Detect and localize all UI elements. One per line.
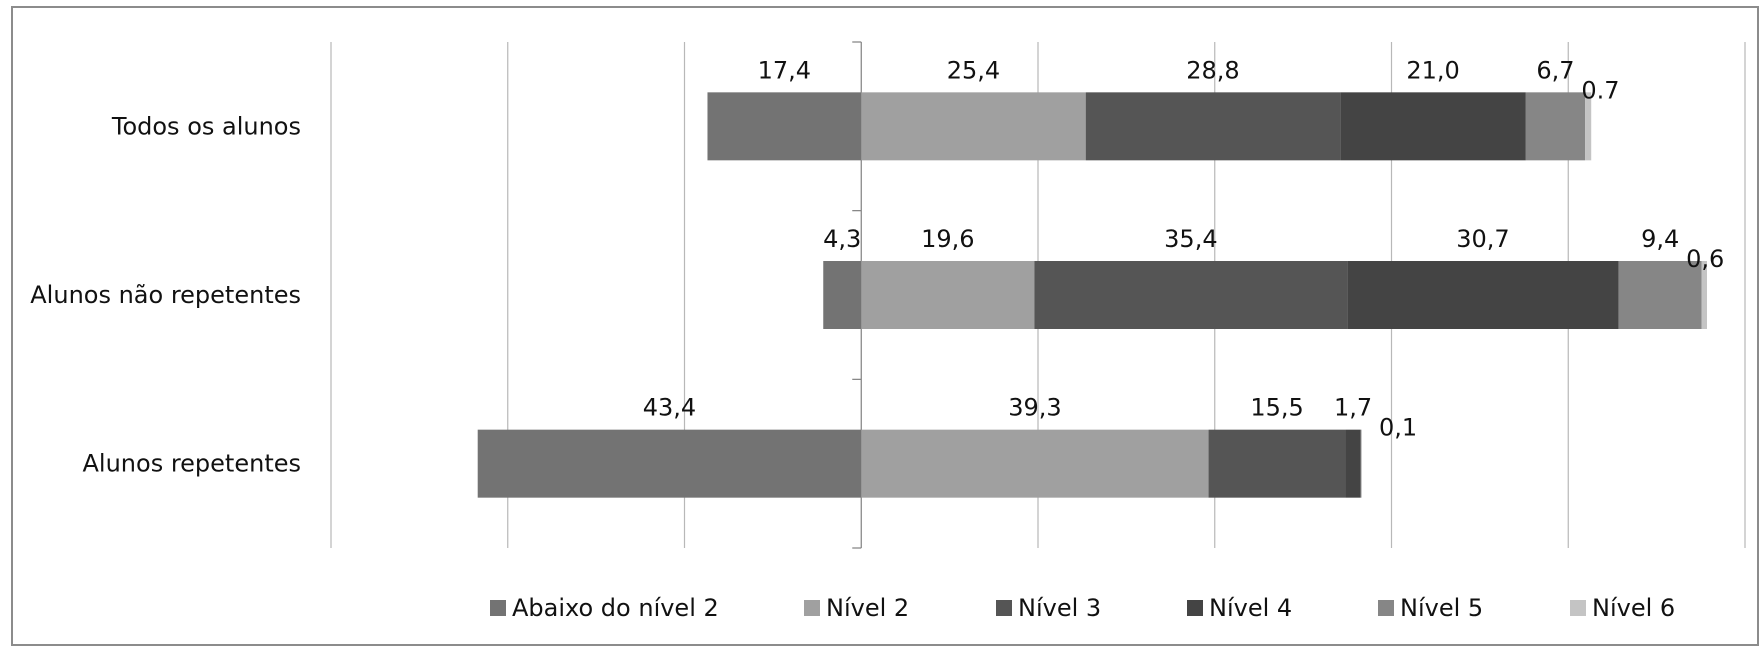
bar-segment-nivel-4 — [1340, 92, 1526, 161]
data-label: 17,4 — [758, 56, 811, 84]
bar-segment-nivel-6 — [1701, 261, 1707, 329]
bar-segment-nivel-5 — [1618, 261, 1702, 329]
data-label: 6,7 — [1536, 56, 1574, 84]
data-label: 0.7 — [1581, 76, 1619, 104]
data-label: 9,4 — [1641, 225, 1679, 253]
legend-swatch — [1378, 600, 1394, 616]
data-label: 43,4 — [643, 394, 696, 422]
legend-label: Nível 6 — [1592, 594, 1675, 622]
bar-segment-nivel-4 — [1345, 429, 1361, 498]
bar-segment-nivel-5 — [1360, 429, 1362, 498]
legend-swatch — [996, 600, 1012, 616]
data-label: 0,1 — [1379, 414, 1417, 442]
legend-label: Nível 4 — [1209, 594, 1292, 622]
legend-label: Nível 5 — [1400, 594, 1483, 622]
data-label: 35,4 — [1164, 225, 1217, 253]
bar-segment-abaixo-nivel-2 — [477, 429, 862, 498]
legend: Abaixo do nível 2 Nível 2 Nível 3 Nível 4 Ní… — [490, 594, 1675, 622]
bar-segment-nivel-2 — [861, 92, 1086, 161]
legend-label: Nível 3 — [1018, 594, 1101, 622]
legend-label: Nível 2 — [826, 594, 909, 622]
bars — [477, 92, 1707, 498]
data-label: 4,3 — [823, 225, 861, 253]
legend-swatch — [1187, 600, 1203, 616]
bar-segment-nivel-4 — [1347, 261, 1619, 329]
legend-swatch — [804, 600, 820, 616]
bar-segment-nivel-2 — [861, 429, 1209, 498]
data-label: 15,5 — [1250, 394, 1303, 422]
data-label: 19,6 — [921, 225, 974, 253]
legend-label: Abaixo do nível 2 — [512, 594, 719, 622]
category-label: Alunos não repetentes — [30, 281, 301, 309]
bar-segment-nivel-3 — [1208, 429, 1346, 498]
bar-segment-nivel-3 — [1085, 92, 1341, 161]
category-label: Todos os alunos — [111, 112, 301, 140]
data-label: 30,7 — [1456, 225, 1509, 253]
data-label: 1,7 — [1334, 394, 1372, 422]
chart-frame — [11, 6, 1759, 646]
category-label: Alunos repetentes — [83, 450, 302, 478]
data-labels: 17,4 25,4 28,8 21,0 6,70.7 4,3 19,6 35,4 30,7 9,4… — [643, 56, 1724, 441]
bar-segment-nivel-2 — [861, 261, 1035, 329]
data-label: 39,3 — [1008, 394, 1061, 422]
bar-segment-nivel-6 — [1585, 92, 1592, 161]
bar-segment-nivel-5 — [1525, 92, 1586, 161]
bar-segment-nivel-3 — [1034, 261, 1348, 329]
category-labels: Todos os alunos Alunos não repetentes Alun… — [30, 112, 301, 477]
data-label: 21,0 — [1406, 56, 1459, 84]
bar-segment-abaixo-nivel-2 — [707, 92, 862, 161]
legend-swatch — [1570, 600, 1586, 616]
data-label: 25,4 — [947, 56, 1000, 84]
data-label: 0,6 — [1686, 245, 1724, 273]
data-label: 28,8 — [1186, 56, 1239, 84]
legend-swatch — [490, 600, 506, 616]
bar-segment-abaixo-nivel-2 — [823, 261, 862, 329]
